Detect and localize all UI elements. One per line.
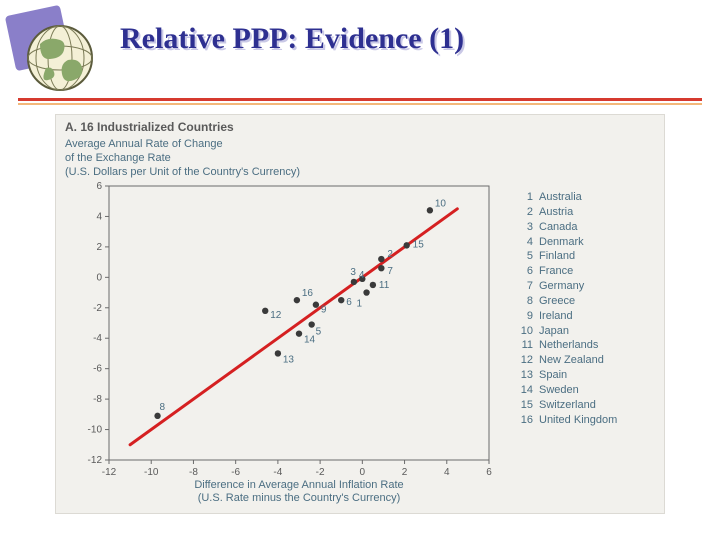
svg-text:-2: -2 (93, 303, 102, 314)
svg-text:14: 14 (304, 335, 316, 346)
svg-text:-12: -12 (102, 467, 117, 478)
legend-item: 4Denmark (517, 235, 617, 250)
globe-decoration (10, 10, 98, 98)
legend-item: 5Finland (517, 249, 617, 264)
svg-text:13: 13 (283, 354, 295, 365)
svg-text:2: 2 (96, 242, 102, 253)
scatter-plot: -12-10-8-6-4-20246-12-10-8-6-4-202461234… (75, 152, 523, 494)
chart-panel: A. 16 Industrialized Countries Average A… (55, 114, 665, 514)
svg-text:6: 6 (96, 181, 102, 192)
svg-text:0: 0 (360, 467, 366, 478)
slide-title: Relative PPP: Evidence (1) Relative PPP:… (120, 22, 464, 56)
legend-item: 7Germany (517, 279, 617, 294)
svg-text:16: 16 (302, 288, 314, 299)
svg-text:2: 2 (387, 249, 393, 260)
legend-item: 11Netherlands (517, 338, 617, 353)
svg-text:-6: -6 (231, 467, 240, 478)
svg-text:-10: -10 (88, 425, 103, 436)
svg-text:5: 5 (316, 327, 322, 338)
svg-text:4: 4 (444, 467, 450, 478)
svg-text:4: 4 (96, 211, 102, 222)
svg-text:-8: -8 (93, 394, 102, 405)
legend-item: 13Spain (517, 368, 617, 383)
legend-item: 9Ireland (517, 309, 617, 324)
svg-text:-4: -4 (93, 333, 102, 344)
svg-text:6: 6 (486, 467, 492, 478)
svg-text:2: 2 (402, 467, 408, 478)
title-rule-orange (18, 103, 702, 105)
svg-text:-2: -2 (316, 467, 325, 478)
svg-text:6: 6 (346, 297, 352, 308)
svg-text:-4: -4 (273, 467, 282, 478)
svg-text:-10: -10 (144, 467, 159, 478)
svg-text:15: 15 (413, 239, 425, 250)
legend-item: 10Japan (517, 324, 617, 339)
svg-text:7: 7 (387, 266, 393, 277)
title-rule-red (18, 98, 702, 101)
svg-text:0: 0 (96, 272, 102, 283)
svg-text:10: 10 (435, 198, 447, 209)
legend-item: 2Austria (517, 205, 617, 220)
legend-item: 6France (517, 264, 617, 279)
country-legend: 1Australia2Austria3Canada4Denmark5Finlan… (517, 190, 617, 428)
panel-title: A. 16 Industrialized Countries (65, 120, 234, 134)
svg-text:3: 3 (350, 267, 356, 278)
legend-item: 12New Zealand (517, 353, 617, 368)
legend-item: 15Switzerland (517, 398, 617, 413)
svg-text:-8: -8 (189, 467, 198, 478)
slide: Relative PPP: Evidence (1) Relative PPP:… (0, 0, 720, 540)
legend-item: 1Australia (517, 190, 617, 205)
svg-text:8: 8 (160, 402, 166, 413)
svg-text:4: 4 (359, 270, 365, 281)
legend-item: 16United Kingdom (517, 413, 617, 428)
svg-text:12: 12 (270, 310, 282, 321)
svg-text:-12: -12 (88, 455, 103, 466)
svg-text:-6: -6 (93, 364, 102, 375)
legend-item: 3Canada (517, 220, 617, 235)
x-axis-label: Difference in Average Annual Inflation R… (109, 479, 489, 507)
svg-text:11: 11 (379, 280, 390, 291)
svg-text:9: 9 (321, 305, 327, 316)
legend-item: 8Greece (517, 294, 617, 309)
svg-text:1: 1 (357, 299, 363, 310)
legend-item: 14Sweden (517, 383, 617, 398)
